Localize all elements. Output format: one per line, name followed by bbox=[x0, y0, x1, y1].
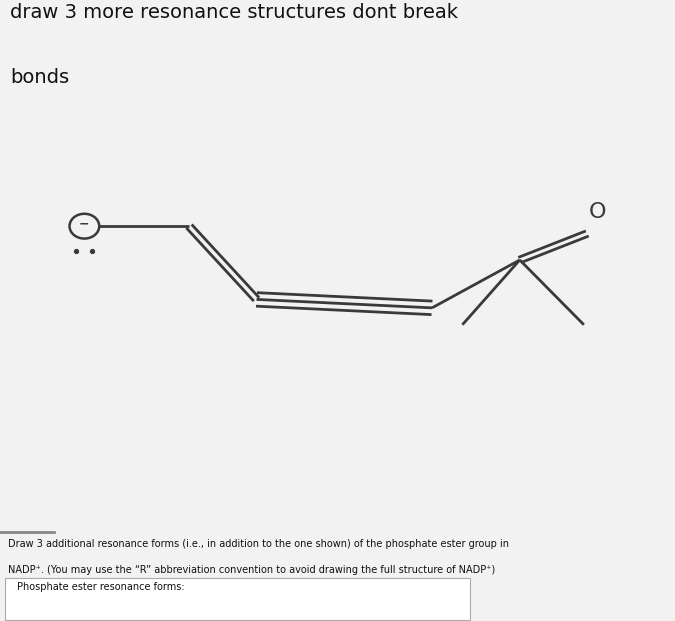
Text: O: O bbox=[589, 202, 606, 222]
Text: bonds: bonds bbox=[10, 68, 70, 87]
Text: draw 3 more resonance structures dont break: draw 3 more resonance structures dont br… bbox=[10, 2, 458, 22]
Text: −: − bbox=[79, 218, 90, 231]
FancyBboxPatch shape bbox=[5, 578, 470, 620]
Text: Phosphate ester resonance forms:: Phosphate ester resonance forms: bbox=[17, 581, 184, 592]
Text: NADP⁺. (You may use the “R” abbreviation convention to avoid drawing the full st: NADP⁺. (You may use the “R” abbreviation… bbox=[8, 565, 495, 575]
Text: Draw 3 additional resonance forms (i.e., in addition to the one shown) of the ph: Draw 3 additional resonance forms (i.e.,… bbox=[8, 539, 509, 549]
